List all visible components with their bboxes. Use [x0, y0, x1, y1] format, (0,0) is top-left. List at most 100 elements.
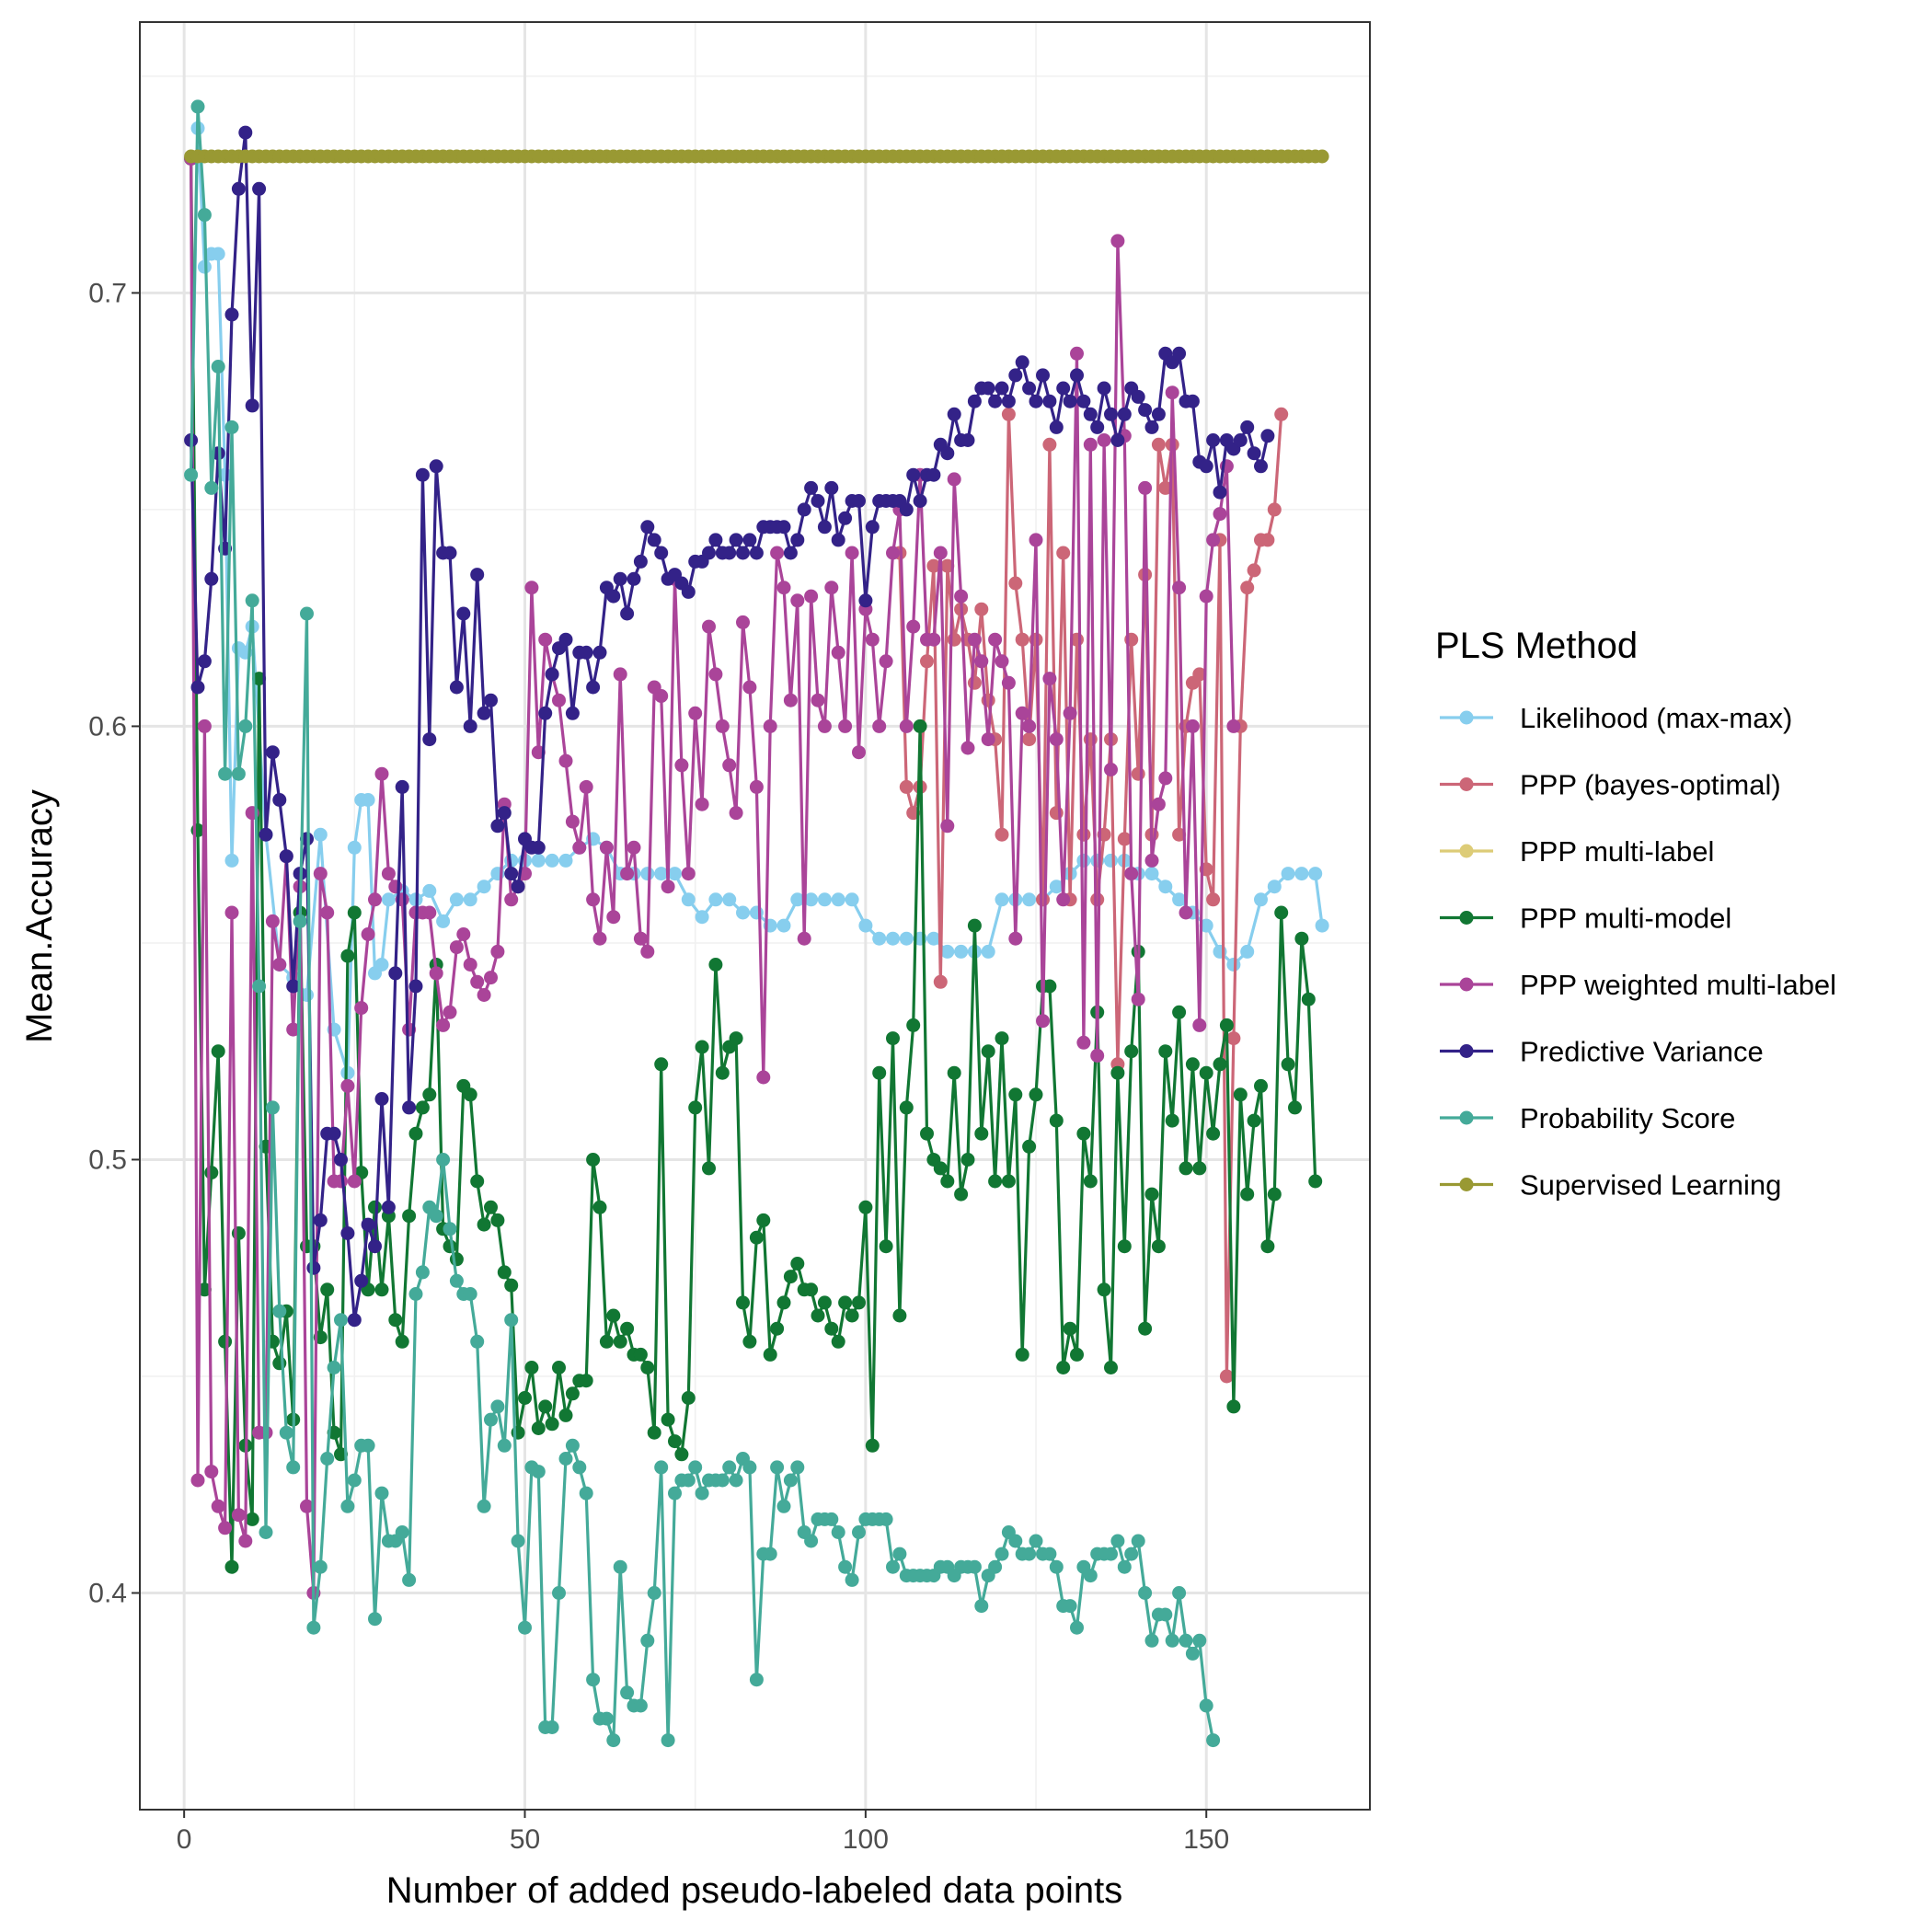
data-point: [797, 931, 811, 946]
data-point: [477, 1217, 491, 1232]
data-point: [954, 589, 969, 604]
data-point: [995, 892, 1009, 907]
data-point: [368, 892, 382, 907]
data-point: [1124, 867, 1139, 881]
data-point: [722, 1460, 737, 1475]
data-point: [702, 546, 716, 560]
data-point: [599, 1711, 614, 1726]
data-point: [599, 1334, 614, 1349]
data-point: [695, 1486, 709, 1501]
data-point: [988, 1559, 1003, 1574]
data-point: [613, 571, 627, 586]
data-point: [300, 1499, 314, 1513]
data-point: [1158, 771, 1173, 786]
data-point: [742, 680, 757, 695]
data-point: [1036, 368, 1050, 383]
data-point: [429, 1209, 443, 1224]
data-point: [1240, 581, 1255, 595]
data-point: [252, 672, 267, 686]
data-point: [374, 1486, 389, 1501]
data-point: [456, 927, 471, 941]
data-point: [661, 1733, 675, 1748]
data-point: [531, 840, 546, 855]
data-point: [688, 706, 703, 720]
data-point: [1281, 867, 1295, 881]
data-point: [879, 1512, 893, 1526]
data-point: [606, 589, 621, 604]
data-point: [272, 1304, 287, 1318]
data-point: [776, 1295, 791, 1310]
data-point: [1213, 507, 1227, 522]
data-point: [817, 1295, 832, 1310]
data-point: [852, 745, 866, 760]
data-point: [1213, 1057, 1227, 1072]
data-point: [1260, 429, 1275, 443]
data-point: [954, 1187, 969, 1202]
data-point: [940, 819, 955, 834]
data-point: [892, 1547, 907, 1561]
data-point: [347, 1313, 362, 1328]
data-point: [586, 1673, 601, 1687]
data-point: [647, 1586, 661, 1600]
data-point: [518, 1620, 532, 1635]
data-point: [518, 1391, 532, 1405]
data-point: [926, 632, 941, 647]
data-point: [354, 1273, 369, 1288]
data-point: [1042, 437, 1057, 452]
data-point: [340, 1078, 355, 1093]
data-point: [1008, 931, 1023, 946]
data-point: [477, 1499, 491, 1513]
data-point: [926, 467, 941, 482]
data-point: [531, 853, 546, 868]
data-point: [1158, 1044, 1173, 1059]
data-point: [668, 867, 682, 881]
data-point: [1199, 918, 1213, 933]
data-point: [708, 533, 723, 547]
data-point: [770, 1460, 785, 1475]
data-point: [1042, 1547, 1057, 1561]
data-point: [756, 1070, 771, 1085]
data-point: [695, 910, 709, 925]
data-point: [749, 779, 764, 794]
data-point: [715, 1065, 730, 1080]
data-point: [422, 1087, 437, 1102]
data-point: [1015, 355, 1029, 370]
data-point: [470, 568, 485, 582]
data-point: [340, 1065, 355, 1080]
data-point: [824, 480, 839, 495]
data-point: [204, 1166, 219, 1180]
data-point: [613, 1559, 627, 1574]
legend-key-point: [1459, 844, 1474, 858]
data-point: [586, 892, 601, 907]
data-point: [579, 645, 593, 660]
data-point: [1008, 1534, 1023, 1548]
data-point: [504, 1313, 519, 1328]
data-point: [340, 1499, 355, 1513]
data-point: [981, 381, 995, 396]
data-point: [300, 606, 314, 621]
data-point: [592, 645, 607, 660]
data-point: [1192, 1161, 1207, 1176]
series-probability-score: [184, 99, 1221, 1748]
data-point: [1172, 1005, 1187, 1019]
data-point: [1090, 420, 1105, 434]
data-point: [511, 1534, 525, 1548]
data-point: [354, 1001, 369, 1016]
data-point: [565, 814, 580, 829]
data-point: [776, 1499, 791, 1513]
data-point: [967, 675, 982, 690]
data-point: [920, 1126, 934, 1141]
data-point: [1185, 719, 1200, 733]
data-point: [1151, 407, 1166, 421]
data-point: [1172, 827, 1187, 842]
data-point: [967, 918, 982, 933]
data-point: [804, 480, 819, 495]
data-point: [736, 615, 750, 629]
data-point: [436, 1153, 451, 1167]
data-point: [954, 944, 969, 959]
data-point: [736, 1295, 750, 1310]
series-line: [190, 158, 1236, 1595]
data-point: [1179, 905, 1193, 920]
data-point: [797, 502, 811, 517]
data-point: [408, 979, 423, 994]
